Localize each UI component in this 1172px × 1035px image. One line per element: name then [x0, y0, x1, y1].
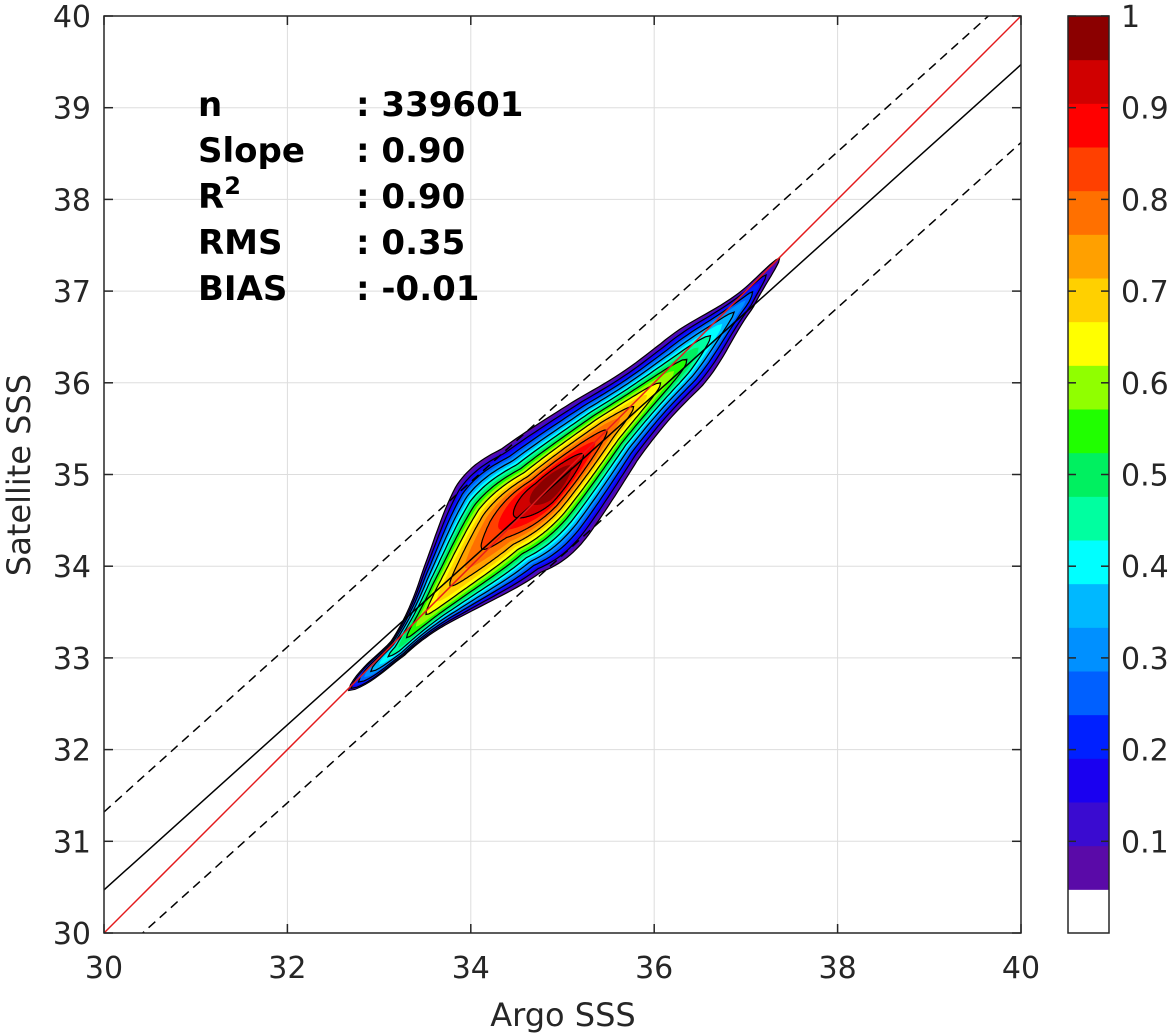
- colorbar-segment: [1068, 190, 1109, 235]
- colorbar-segment: [1068, 540, 1109, 585]
- colorbar-segment: [1068, 714, 1109, 759]
- y-tick-label: 37: [53, 275, 91, 310]
- grid-lines: [103, 15, 1022, 934]
- colorbar-segment: [1068, 758, 1109, 803]
- colorbar-segment: [1068, 671, 1109, 716]
- colorbar-tick-label: 1: [1121, 0, 1140, 35]
- x-tick-label: 36: [635, 951, 673, 986]
- colorbar-segment: [1068, 583, 1109, 628]
- colorbar-tick-label: 0.9: [1121, 92, 1169, 127]
- colorbar-segment: [1068, 278, 1109, 323]
- reference-lines: [104, 16, 1021, 933]
- stat-label: RMS: [198, 223, 283, 263]
- stat-label: n: [198, 85, 222, 125]
- colorbar-tick-label: 0.8: [1121, 183, 1169, 218]
- y-tick-label: 32: [53, 734, 91, 769]
- x-tick-label: 30: [85, 951, 123, 986]
- colorbar-segment: [1068, 321, 1109, 366]
- y-axis-label: Satellite SSS: [0, 374, 38, 576]
- colorbar-segment: [1068, 365, 1109, 410]
- stat-value: : 0.90: [356, 177, 465, 217]
- colorbar-tick-label: 0.7: [1121, 275, 1169, 310]
- colorbar-segment: [1068, 496, 1109, 541]
- y-tick-label: 30: [53, 917, 91, 952]
- one-to-one-line: [104, 16, 1021, 933]
- colorbar-segment: [1068, 16, 1109, 61]
- colorbar-segment: [1068, 59, 1109, 104]
- colorbar-segment: [1068, 409, 1109, 454]
- colorbar-tick-label: 0.6: [1121, 367, 1169, 402]
- lower-bound-line: [141, 141, 1021, 933]
- stat-label: Slope: [198, 131, 305, 171]
- y-tick-label: 36: [53, 367, 91, 402]
- upper-bound-line: [104, 16, 990, 813]
- y-tick-label: 38: [53, 183, 91, 218]
- x-axis-label: Argo SSS: [490, 996, 635, 1034]
- y-tick-label: 39: [53, 92, 91, 127]
- x-tick-label: 34: [452, 951, 490, 986]
- colorbar-tick-label: 0.1: [1121, 825, 1169, 860]
- colorbar-segment: [1068, 103, 1109, 148]
- x-tick-label: 38: [819, 951, 857, 986]
- y-tick-label: 34: [53, 550, 91, 585]
- x-tick-labels: 30 32 34 36 38 40: [85, 951, 1040, 986]
- colorbar-segment: [1068, 889, 1109, 934]
- colorbar-tick-label: 0.2: [1121, 734, 1169, 769]
- x-tick-label: 32: [268, 951, 306, 986]
- x-tick-label: 40: [1002, 951, 1040, 986]
- colorbar-segment: [1068, 147, 1109, 192]
- stat-value: : 339601: [356, 85, 523, 125]
- y-tick-label: 35: [53, 459, 91, 494]
- y-tick-labels: 30 31 32 33 34 35 36 37 38 39 40: [53, 0, 91, 952]
- colorbar-segment: [1068, 627, 1109, 672]
- regression-line: [104, 64, 1021, 891]
- y-tick-label: 40: [53, 0, 91, 35]
- stat-value: : 0.90: [356, 131, 465, 171]
- colorbar-tick-label: 0.5: [1121, 459, 1169, 494]
- y-tick-label: 33: [53, 642, 91, 677]
- colorbar-tick-label: 0.4: [1121, 550, 1169, 585]
- colorbar-segment: [1068, 802, 1109, 847]
- colorbar-segment: [1068, 845, 1109, 890]
- stat-value: : 0.35: [356, 223, 465, 263]
- y-tick-label: 31: [53, 825, 91, 860]
- axis-ticks: [103, 15, 1022, 934]
- stat-value: : -0.01: [356, 269, 479, 309]
- colorbar-tick-label: 0.3: [1121, 642, 1169, 677]
- colorbar-segment: [1068, 234, 1109, 279]
- colorbar: 0.1 0.2 0.3 0.4 0.5 0.6 0.7 0.8 0.9 1: [1067, 0, 1169, 934]
- stat-label: BIAS: [198, 269, 287, 309]
